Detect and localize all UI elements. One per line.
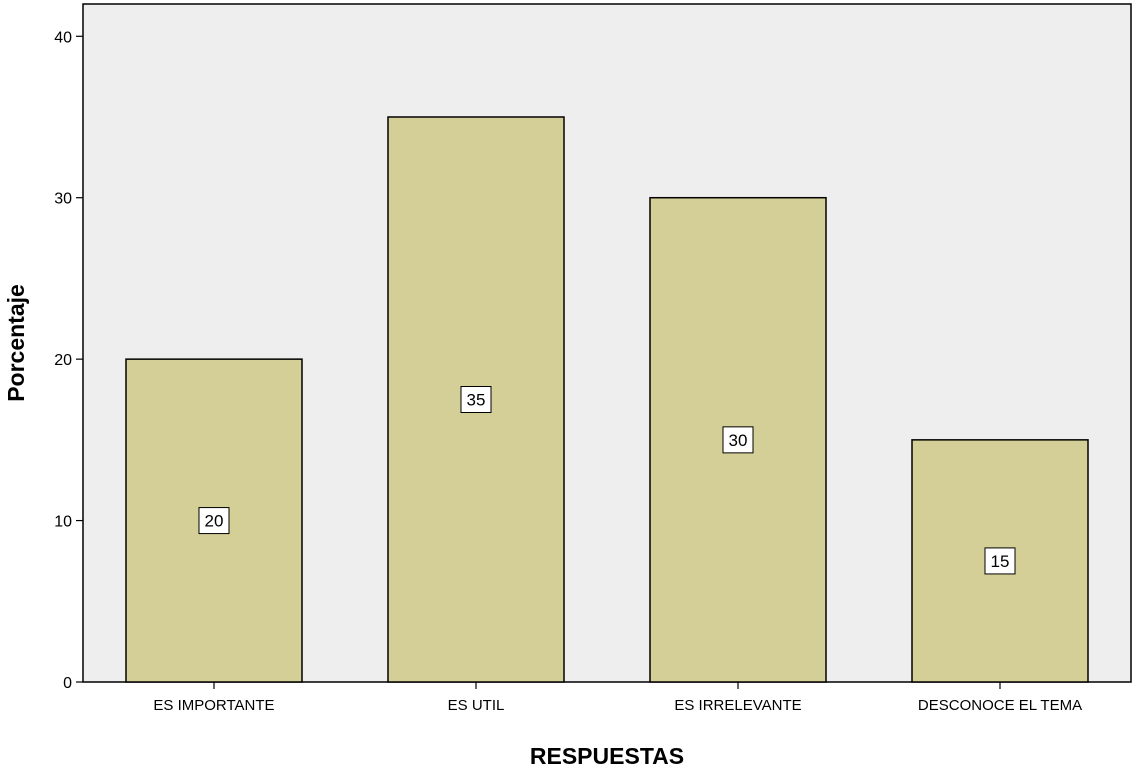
y-tick-label: 40 <box>54 29 72 46</box>
x-tick-label: ES IMPORTANTE <box>153 697 274 714</box>
data-label-box <box>984 547 1016 575</box>
y-axis-title: Porcentaje <box>3 284 29 402</box>
data-label: 20 <box>205 512 224 531</box>
data-label: 30 <box>729 431 748 450</box>
bars <box>125 116 1089 683</box>
y-tick-label: 0 <box>63 675 72 692</box>
y-tick-label: 20 <box>54 352 72 369</box>
y-tick-label: 10 <box>54 514 72 531</box>
data-label-box <box>198 507 230 535</box>
data-labels: 20 35 30 15 <box>198 386 1016 575</box>
data-label: 15 <box>991 552 1010 571</box>
x-tick-label: ES UTIL <box>448 697 505 714</box>
y-tick-label: 30 <box>54 191 72 208</box>
x-tick-label: ES IRRELEVANTE <box>674 697 801 714</box>
data-label-box <box>722 426 754 454</box>
x-axis: ES IMPORTANTE ES UTIL ES IRRELEVANTE DESCON… <box>153 682 1082 714</box>
data-label: 35 <box>467 391 486 410</box>
y-axis: 0 10 20 30 40 <box>54 29 83 692</box>
x-axis-title: RESPUESTAS <box>530 743 684 767</box>
x-tick-label: DESCONOCE EL TEMA <box>918 697 1082 714</box>
data-label-box <box>460 386 492 413</box>
